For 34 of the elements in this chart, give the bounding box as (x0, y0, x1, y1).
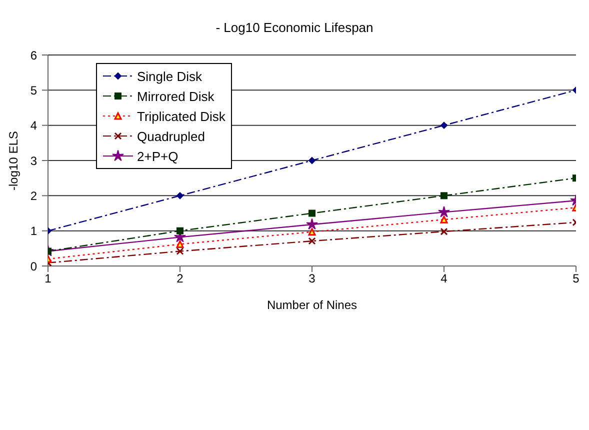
point (308, 228, 316, 236)
x-tick-label: 1 (44, 272, 52, 286)
point (176, 247, 184, 255)
x-tick-label: 5 (572, 272, 580, 286)
y-tick-label: 3 (30, 154, 38, 168)
y-tick-label: 4 (30, 118, 38, 133)
point (176, 240, 184, 248)
legend-label: Triplicated Disk (137, 108, 226, 124)
y-axis-title: -log10 ELS (6, 131, 20, 190)
point (176, 227, 184, 234)
point (308, 210, 316, 217)
point (440, 228, 448, 236)
y-tick-label: 5 (30, 83, 38, 98)
y-tick-label: 2 (30, 188, 38, 203)
y-tick-label: 0 (30, 259, 38, 274)
x-tick-label: 2 (176, 272, 184, 286)
chart-title: - Log10 Economic Lifespan (214, 20, 374, 35)
point (440, 192, 448, 200)
y-tick-label: 1 (30, 224, 38, 238)
x-axis-title: Number of Nines (266, 298, 358, 312)
x-tick-label: 4 (440, 272, 448, 286)
legend-label: 2+P+Q (137, 148, 178, 164)
legend-label: Quadrupled (137, 128, 205, 144)
point (308, 237, 316, 245)
legend-label: Single Disk (137, 68, 202, 84)
point (308, 157, 316, 164)
point (440, 216, 448, 224)
point (176, 192, 184, 200)
y-tick-label: 6 (30, 48, 38, 62)
legend-label: Mirrored Disk (137, 88, 214, 104)
x-tick-label: 3 (308, 272, 316, 286)
point (438, 206, 450, 218)
point (306, 218, 318, 230)
point (440, 122, 448, 129)
